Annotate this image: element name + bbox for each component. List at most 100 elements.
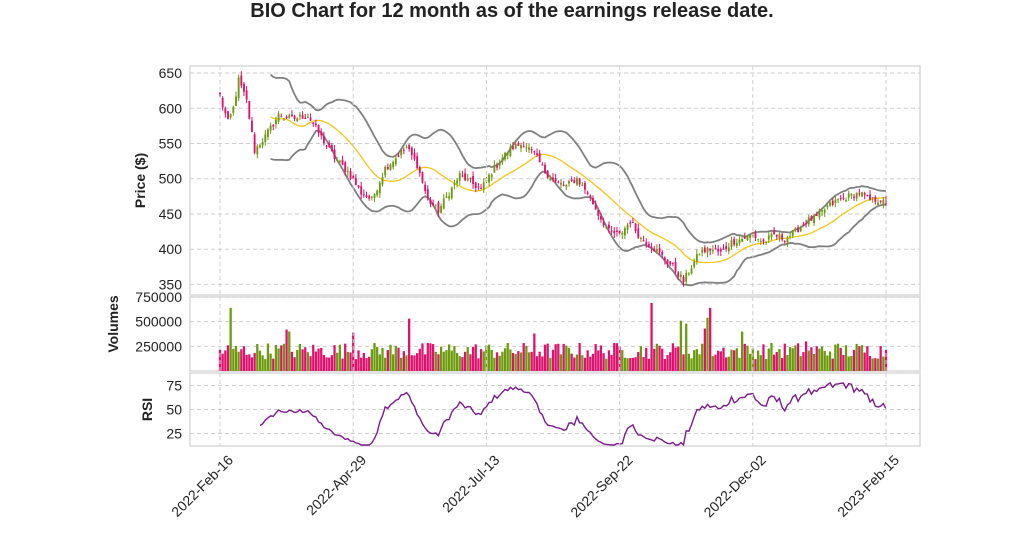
volume-bar	[530, 351, 533, 371]
volume-bar	[264, 359, 267, 371]
volume-bar	[535, 356, 539, 371]
candle-body	[405, 146, 408, 148]
volume-bar	[522, 343, 525, 371]
volume-bar	[658, 345, 661, 371]
candle-body	[703, 247, 706, 253]
volume-bar	[549, 357, 552, 371]
candle-body	[623, 228, 626, 236]
candle-body	[562, 184, 565, 186]
volume-bar	[226, 345, 230, 371]
volume-bar	[471, 347, 475, 371]
candle-body	[866, 194, 869, 196]
volume-bar	[626, 358, 629, 371]
volume-bar	[258, 350, 262, 371]
volume-bar	[868, 356, 872, 371]
volume-bar	[282, 343, 286, 371]
candle-body	[773, 231, 776, 235]
volume-axis-title: Volumes	[105, 295, 121, 353]
volume-bar	[463, 351, 467, 371]
volume-bar	[573, 357, 576, 371]
volume-bar	[482, 351, 485, 371]
volume-bar	[461, 357, 464, 371]
candle-body	[666, 259, 669, 264]
volume-bar	[674, 347, 677, 371]
candle-body	[781, 234, 784, 240]
chart-title: BIO Chart for 12 month as of the earning…	[250, 0, 774, 22]
volume-bar	[727, 356, 730, 371]
volume-bar	[850, 356, 853, 371]
candle-body	[434, 204, 437, 206]
candle-body	[695, 254, 698, 262]
volume-bar	[639, 346, 643, 371]
volume-bar	[751, 348, 754, 371]
candle-body	[759, 240, 762, 242]
volume-bar	[871, 358, 874, 371]
volume-bar	[791, 348, 794, 371]
volume-bar	[810, 347, 813, 371]
volume-bar	[503, 348, 507, 371]
volume-bar	[631, 357, 635, 371]
candle-body	[408, 145, 411, 149]
candle-body	[354, 177, 357, 186]
volume-bar	[306, 352, 310, 371]
volume-bar	[570, 353, 573, 371]
volume-bar	[298, 344, 302, 371]
volume-bar	[812, 354, 816, 371]
volume-bar	[687, 353, 690, 371]
candle-body	[328, 142, 331, 147]
candle-body	[586, 192, 589, 195]
volume-bar	[855, 343, 858, 371]
volume-bar	[423, 354, 427, 371]
volume-bar	[778, 348, 781, 371]
candle-body	[277, 113, 280, 122]
candle-body	[344, 162, 347, 172]
volume-panel: 250000 500000 750000 Volumes	[105, 289, 921, 372]
candle-body	[410, 147, 413, 156]
volume-bar	[546, 343, 549, 371]
volume-bar	[615, 343, 619, 371]
candle-body	[799, 226, 802, 232]
candle-body	[496, 165, 498, 168]
volume-bar	[495, 352, 499, 371]
candle-body	[815, 214, 818, 216]
candle-body	[312, 122, 315, 125]
volume-bar	[655, 343, 659, 371]
volume-bar	[261, 355, 264, 371]
candle-body	[749, 235, 752, 238]
candle-body	[839, 197, 842, 199]
volume-bar	[346, 351, 350, 371]
candle-body	[512, 146, 514, 149]
volume-bar	[794, 345, 797, 371]
price-tick-label: 650	[159, 65, 183, 81]
candle-body	[240, 75, 243, 86]
volume-bar	[602, 353, 605, 371]
candle-body	[261, 142, 264, 146]
volume-bar	[709, 307, 712, 371]
candle-body	[253, 134, 256, 153]
rsi-line	[259, 381, 887, 447]
volume-bar	[336, 352, 339, 371]
volume-bar	[586, 350, 589, 371]
candle-body	[610, 230, 613, 232]
volume-bar	[333, 345, 336, 371]
candle-body	[477, 186, 480, 188]
volume-bar	[725, 357, 728, 371]
candle-body	[616, 230, 618, 232]
volume-bar	[352, 332, 355, 371]
volume-bar	[823, 350, 826, 371]
volume-bar	[879, 346, 882, 371]
volume-bar	[578, 342, 581, 371]
volume-bar	[290, 351, 294, 371]
volume-bar	[514, 354, 517, 371]
candle-body	[629, 222, 632, 224]
candle-body	[259, 145, 261, 148]
x-tick-label: 2022-Sep-22	[567, 452, 636, 521]
candle-body	[826, 205, 829, 208]
volume-bar	[605, 358, 608, 371]
volume-bar	[301, 349, 304, 371]
candle-body	[245, 90, 248, 100]
volume-bar	[804, 341, 808, 371]
volume-bar	[370, 349, 373, 371]
candle-body	[858, 193, 861, 195]
candle-body	[677, 272, 680, 277]
